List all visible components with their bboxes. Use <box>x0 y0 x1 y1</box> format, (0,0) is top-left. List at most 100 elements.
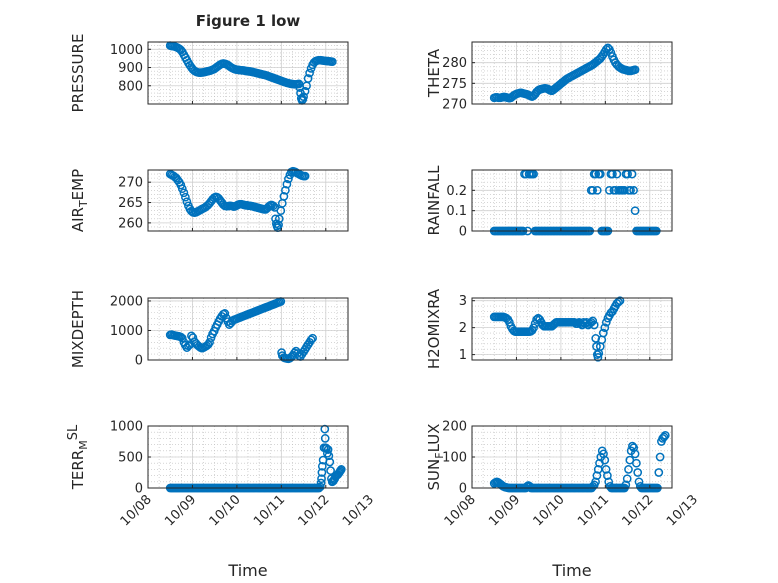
data-point <box>324 451 334 461</box>
y-tick-label: 2000 <box>110 294 143 309</box>
data-point <box>615 296 625 306</box>
data-point <box>182 197 192 207</box>
data-point <box>308 333 317 343</box>
data-point <box>322 443 331 453</box>
data-point <box>177 184 187 194</box>
data-point <box>592 471 602 480</box>
data-point <box>601 317 611 327</box>
series-markers <box>165 41 337 105</box>
data-point <box>303 74 313 83</box>
data-point <box>300 171 310 181</box>
y-axis-label: AIRTEMP <box>69 169 90 232</box>
y-tick-label: 500 <box>118 451 143 466</box>
data-point <box>305 68 314 78</box>
y-tick-label: 0 <box>135 354 143 369</box>
data-point <box>624 465 633 474</box>
data-point <box>316 478 326 488</box>
y-tick-label: 1 <box>459 348 467 363</box>
data-point <box>593 352 603 362</box>
y-axis-label: RAINFALL <box>425 165 443 236</box>
data-point <box>600 455 610 465</box>
y-tick-label: 0 <box>459 225 467 240</box>
y-tick-label: 800 <box>118 79 143 94</box>
series-markers <box>489 296 625 362</box>
data-point <box>306 335 316 345</box>
y-tick-label: 260 <box>118 216 143 231</box>
data-point <box>284 174 293 184</box>
data-point <box>315 482 325 492</box>
axes-box <box>471 41 673 105</box>
axes-3: 260 265 270 AIRTEMP <box>69 166 349 232</box>
data-point <box>599 449 608 459</box>
y-axis-label: SUNFLUX <box>425 424 446 491</box>
data-point <box>629 185 638 195</box>
data-point <box>588 185 598 195</box>
data-point <box>326 466 335 475</box>
figure-title: Figure 1 low <box>196 12 301 30</box>
data-point <box>620 185 629 195</box>
y-tick-label: 270 <box>442 98 467 113</box>
data-point <box>274 214 284 224</box>
data-point <box>600 323 610 333</box>
data-point <box>632 458 641 468</box>
data-point <box>179 188 189 198</box>
data-point <box>220 309 230 318</box>
data-point <box>317 474 326 484</box>
data-point <box>601 465 611 474</box>
y-tick-label: 280 <box>442 56 467 71</box>
data-point <box>598 328 608 338</box>
x-axis-label: Time <box>551 561 591 580</box>
data-point <box>591 477 600 487</box>
data-point <box>281 185 290 195</box>
y-tick-label: 2 <box>459 321 467 336</box>
data-point <box>588 316 598 326</box>
data-point <box>325 457 335 467</box>
data-point <box>268 201 278 211</box>
series-markers <box>489 43 640 103</box>
axes-1: 800 900 1000 PRESSURE <box>69 34 349 112</box>
data-point <box>184 341 193 351</box>
data-point <box>628 441 637 451</box>
data-point <box>633 468 643 477</box>
y-tick-label: 1000 <box>110 43 143 58</box>
y-tick-label: 900 <box>118 61 143 76</box>
data-point <box>591 334 601 343</box>
data-point <box>622 474 632 484</box>
data-point <box>532 315 541 324</box>
data-point <box>323 445 333 454</box>
y-tick-label: 0 <box>459 482 467 497</box>
data-point <box>588 482 598 491</box>
data-point <box>317 461 327 471</box>
data-point <box>279 192 289 201</box>
data-point <box>659 432 669 442</box>
data-point <box>299 92 308 102</box>
y-axis-label: MIXDEPTH <box>69 290 87 368</box>
y-tick-label: 0.2 <box>446 184 467 199</box>
data-point <box>660 430 670 440</box>
data-point <box>605 185 614 195</box>
data-point <box>603 471 612 480</box>
y-tick-label: 270 <box>118 176 143 191</box>
data-point <box>274 220 283 230</box>
grid <box>148 42 348 104</box>
y-tick-label: 275 <box>442 77 467 92</box>
y-tick-label: 1000 <box>110 420 143 435</box>
data-point <box>327 57 337 67</box>
series-markers <box>165 297 317 364</box>
data-point <box>177 333 187 343</box>
data-point <box>300 86 310 96</box>
data-point <box>294 79 304 89</box>
axes-box <box>471 297 673 361</box>
data-point <box>592 185 602 195</box>
axes-box <box>147 41 349 105</box>
data-point <box>626 185 635 195</box>
axes-6: 1 2 3 H2OMIXRA <box>425 288 673 369</box>
data-point <box>629 443 639 453</box>
axes-5: 0 1000 2000 MIXDEPTH <box>69 290 349 369</box>
data-point <box>317 468 327 477</box>
data-point <box>320 434 330 443</box>
y-axis-label: H2OMIXRA <box>425 288 443 369</box>
